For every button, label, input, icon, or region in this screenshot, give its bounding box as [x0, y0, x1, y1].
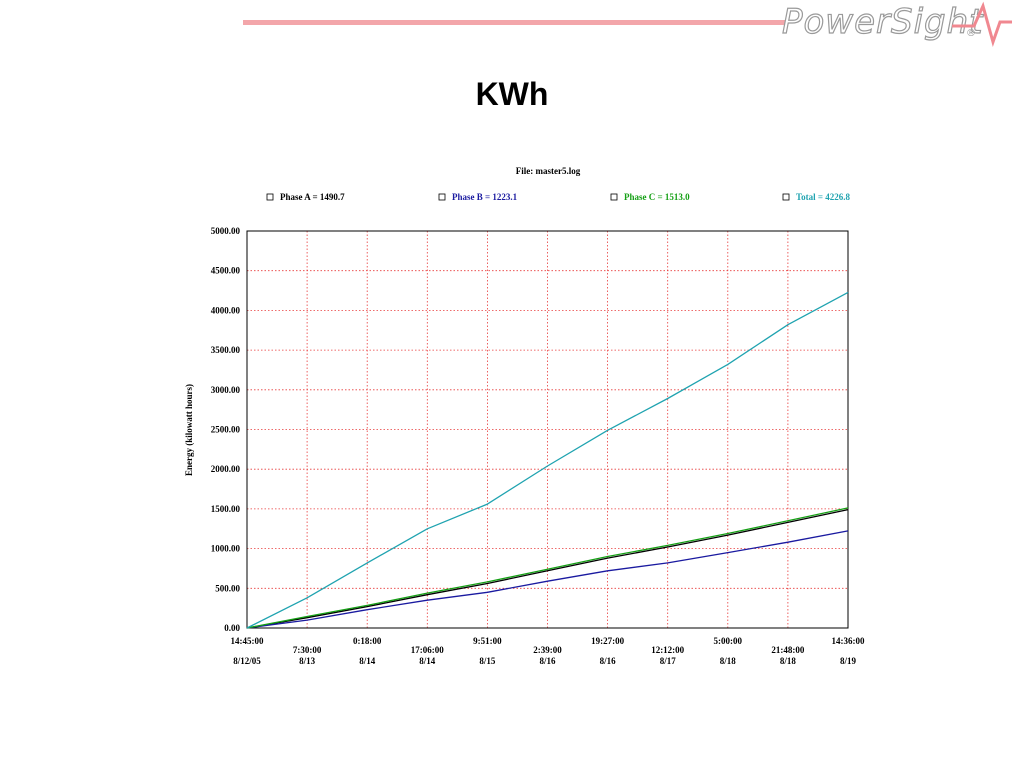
y-axis-label: Energy (kilowatt hours) — [184, 384, 194, 476]
x-tick-date: 8/14 — [359, 656, 376, 666]
x-tick-time: 12:12:00 — [651, 645, 684, 655]
x-tick-date: 8/19 — [840, 656, 857, 666]
x-tick-date: 8/16 — [600, 656, 617, 666]
x-tick-date: 8/17 — [660, 656, 677, 666]
x-axis-ticks: 14:45:008/12/057:30:008/130:18:008/1417:… — [231, 636, 865, 666]
x-tick-date: 8/15 — [479, 656, 496, 666]
legend-swatch — [782, 193, 790, 201]
series-line — [246, 291, 849, 629]
y-tick-label: 0.00 — [224, 623, 240, 633]
series-line — [246, 508, 849, 629]
x-tick-time: 14:36:00 — [832, 636, 865, 646]
series-line — [246, 507, 849, 629]
x-tick-date: 8/12/05 — [233, 656, 261, 666]
x-tick-time: 2:39:00 — [533, 645, 562, 655]
y-tick-label: 4500.00 — [211, 266, 241, 276]
legend-entry: Phase C = 1513.0 — [624, 192, 690, 202]
x-tick-date: 8/18 — [720, 656, 737, 666]
x-tick-time: 5:00:00 — [714, 636, 743, 646]
file-label: File: master5.log — [516, 166, 581, 176]
x-tick-date: 8/16 — [539, 656, 556, 666]
y-tick-label: 2000.00 — [211, 464, 241, 474]
x-tick-date: 8/13 — [299, 656, 316, 666]
x-tick-date: 8/18 — [780, 656, 797, 666]
legend-entry: Total = 4226.8 — [796, 192, 851, 202]
chart-grid — [247, 231, 848, 628]
x-tick-time: 9:51:00 — [473, 636, 502, 646]
x-tick-time: 19:27:00 — [591, 636, 624, 646]
y-tick-label: 5000.00 — [211, 226, 241, 236]
y-tick-label: 3500.00 — [211, 345, 241, 355]
powersight-logo: PowerSight ® — [781, 0, 1012, 48]
y-tick-label: 2500.00 — [211, 425, 241, 435]
x-tick-time: 7:30:00 — [293, 645, 322, 655]
x-tick-time: 0:18:00 — [353, 636, 382, 646]
y-tick-label: 1000.00 — [211, 544, 241, 554]
chart-legend: Phase A = 1490.7 Phase B = 1223.1 Phase C … — [266, 192, 851, 202]
x-tick-time: 17:06:00 — [411, 645, 444, 655]
legend-swatch — [438, 193, 446, 201]
brand-name: PowerSight — [781, 1, 984, 42]
brand-mark: ® — [966, 28, 976, 39]
series-lines — [246, 291, 849, 629]
legend-entry: Phase B = 1223.1 — [452, 192, 518, 202]
legend-swatch — [266, 193, 274, 201]
x-tick-date: 8/14 — [419, 656, 436, 666]
legend-swatch — [610, 193, 618, 201]
y-axis-ticks: 0.00 500.00 1000.00 1500.00 2000.00 2500.00 30… — [211, 226, 241, 633]
y-tick-label: 500.00 — [215, 583, 240, 593]
series-line — [246, 530, 849, 629]
legend-entry: Phase A = 1490.7 — [280, 192, 345, 202]
y-tick-label: 4000.00 — [211, 305, 241, 315]
y-tick-label: 1500.00 — [211, 504, 241, 514]
brand-wave-icon: ® — [952, 1, 1012, 48]
x-tick-time: 14:45:00 — [231, 636, 264, 646]
x-tick-time: 21:48:00 — [771, 645, 804, 655]
plot-frame — [246, 230, 849, 629]
page-title: KWh — [475, 76, 549, 112]
y-tick-label: 3000.00 — [211, 385, 241, 395]
header-accent-rule — [243, 20, 788, 25]
